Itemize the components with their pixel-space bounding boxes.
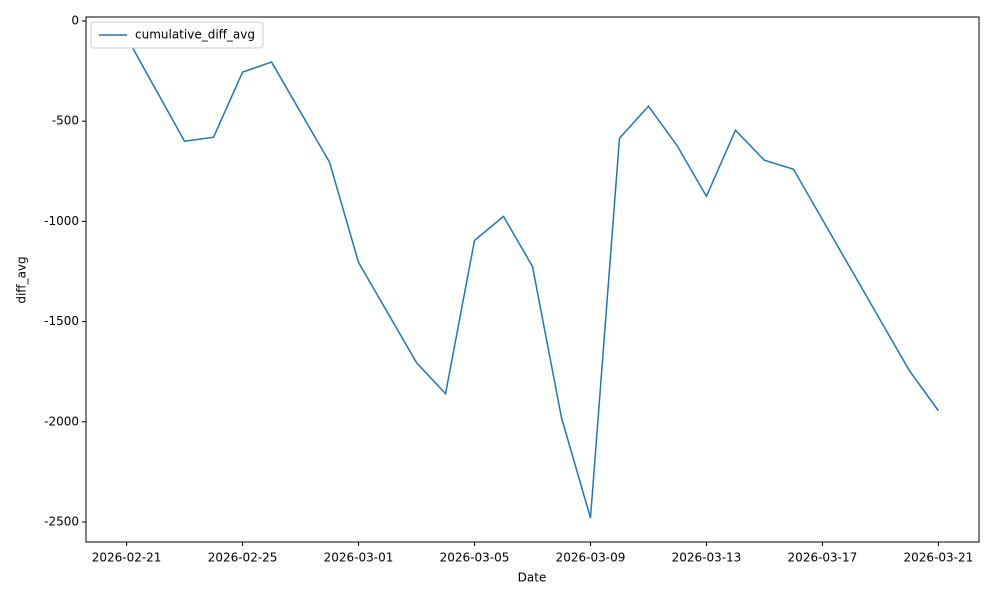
y-tick-label: -1500	[44, 314, 79, 328]
legend-box	[90, 21, 264, 49]
plot-frame	[85, 16, 980, 543]
y-tick-label: -500	[52, 114, 79, 128]
y-axis-label: diff_avg	[15, 256, 29, 303]
y-tick-label: -2000	[44, 414, 79, 428]
legend-label: cumulative_diff_avg	[135, 28, 255, 42]
x-axis-label: Date	[518, 571, 547, 585]
y-tick-label: -1000	[44, 214, 79, 228]
x-tick-label: 2026-03-09	[556, 551, 626, 565]
x-tick-label: 2026-03-17	[788, 551, 858, 565]
x-tick-label: 2026-02-21	[92, 551, 162, 565]
y-tick-label: 0	[71, 14, 79, 28]
x-tick-label: 2026-02-25	[208, 551, 278, 565]
x-tick-label: 2026-03-13	[672, 551, 742, 565]
y-tick-label: -2500	[44, 514, 79, 528]
x-tick-label: 2026-03-21	[904, 551, 974, 565]
data-line	[125, 36, 940, 519]
x-tick-label: 2026-03-05	[440, 551, 510, 565]
x-tick-label: 2026-03-01	[324, 551, 394, 565]
